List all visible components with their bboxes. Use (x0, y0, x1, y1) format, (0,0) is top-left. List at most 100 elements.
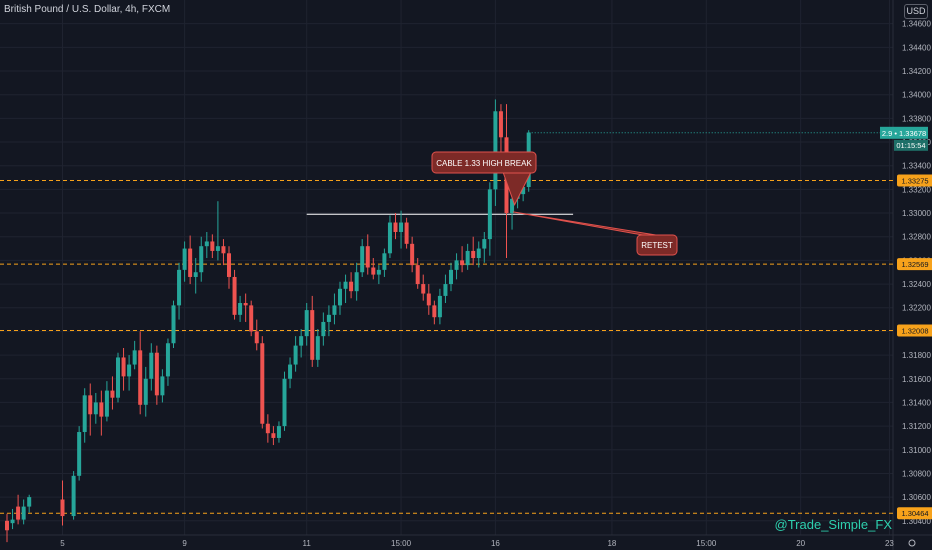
candle-body[interactable] (110, 390, 115, 398)
candle-body[interactable] (510, 198, 515, 214)
candle-body[interactable] (465, 250, 470, 266)
candle-body[interactable] (21, 506, 26, 520)
candle-body[interactable] (121, 357, 126, 377)
candle-body[interactable] (149, 352, 154, 379)
candle-body[interactable] (471, 250, 476, 259)
candle-body[interactable] (498, 111, 503, 138)
time-tick-label: 18 (607, 539, 616, 548)
candle-body[interactable] (165, 343, 170, 377)
candle-body[interactable] (432, 305, 437, 318)
candle-body[interactable] (487, 189, 492, 240)
candle-body[interactable] (143, 378, 148, 405)
candle-body[interactable] (426, 293, 431, 306)
candle-body[interactable] (449, 269, 453, 285)
candle-body[interactable] (10, 519, 15, 524)
candle-body[interactable] (454, 260, 459, 270)
candle-body[interactable] (132, 350, 137, 365)
candle-body[interactable] (71, 475, 76, 517)
candle-body[interactable] (254, 331, 259, 344)
level-price-label: 1.32569 (901, 260, 928, 269)
candle-body[interactable] (387, 222, 392, 254)
candle-body[interactable] (288, 364, 293, 379)
candle-body[interactable] (349, 281, 354, 292)
candle-body[interactable] (437, 295, 442, 318)
candle-body[interactable] (116, 357, 120, 398)
candle-body[interactable] (521, 187, 526, 195)
currency-button[interactable]: USD (904, 4, 928, 19)
candle-body[interactable] (16, 506, 21, 520)
candle-body[interactable] (77, 432, 82, 476)
candle-body[interactable] (415, 265, 420, 285)
candle-body[interactable] (265, 423, 270, 434)
candle-body[interactable] (260, 343, 265, 424)
candle-body[interactable] (271, 433, 276, 438)
candle-body[interactable] (338, 288, 342, 306)
candle-body[interactable] (326, 314, 331, 322)
candle-body[interactable] (282, 378, 287, 427)
candle-body[interactable] (393, 222, 398, 232)
candle-body[interactable] (138, 350, 143, 405)
candle-body[interactable] (210, 241, 215, 251)
candle-body[interactable] (460, 260, 465, 266)
candle-body[interactable] (249, 305, 254, 332)
price-tick-label: 1.33200 (902, 185, 931, 194)
candle-body[interactable] (493, 111, 498, 190)
candle-body[interactable] (104, 390, 109, 417)
candle-body[interactable] (410, 243, 415, 266)
settings-icon[interactable] (908, 539, 916, 547)
candle-body[interactable] (404, 222, 409, 244)
candle-body[interactable] (154, 352, 159, 396)
candle-body[interactable] (443, 284, 448, 296)
candle-body[interactable] (99, 402, 104, 417)
candle-body[interactable] (88, 395, 93, 415)
candle-body[interactable] (482, 239, 487, 249)
candle-body[interactable] (476, 248, 481, 259)
candle-body[interactable] (160, 376, 165, 396)
candle-body[interactable] (365, 246, 370, 268)
annotation-text-retest: RETEST (641, 241, 673, 250)
price-tick-label: 1.32200 (902, 304, 931, 313)
candle-body[interactable] (276, 426, 281, 438)
level-price-label: 1.33275 (901, 177, 928, 186)
candle-body[interactable] (421, 284, 426, 294)
candle-body[interactable] (193, 272, 198, 277)
candle-body[interactable] (371, 267, 376, 275)
level-price-label: 1.30464 (901, 509, 928, 518)
candle-body[interactable] (188, 248, 193, 277)
candle-body[interactable] (321, 321, 326, 337)
time-tick-label: 9 (182, 539, 187, 548)
candle-body[interactable] (204, 241, 209, 247)
candle-body[interactable] (93, 402, 98, 415)
candle-body[interactable] (293, 345, 298, 365)
candle-body[interactable] (299, 336, 304, 346)
candle-body[interactable] (332, 305, 337, 315)
candle-body[interactable] (215, 246, 220, 251)
level-price-tag (897, 174, 932, 187)
candle-body[interactable] (243, 303, 248, 306)
candle-body[interactable] (127, 364, 132, 377)
candle-body[interactable] (182, 248, 187, 270)
candle-body[interactable] (304, 310, 309, 337)
candle-body[interactable] (343, 281, 348, 289)
level-price-tag (897, 507, 932, 520)
candle-body[interactable] (227, 253, 231, 277)
candle-body[interactable] (27, 497, 32, 507)
candle-body[interactable] (354, 272, 359, 292)
candle-body[interactable] (238, 303, 243, 315)
candle-body[interactable] (177, 269, 182, 306)
candle-body[interactable] (360, 246, 365, 273)
candle-body[interactable] (5, 520, 9, 531)
candle-body[interactable] (82, 395, 87, 433)
candle-body[interactable] (199, 246, 204, 273)
countdown-label: 01:15:54 (896, 141, 925, 150)
candle-body[interactable] (376, 269, 381, 275)
candle-body[interactable] (171, 305, 176, 344)
candle-body[interactable] (221, 246, 226, 254)
candle-body[interactable] (382, 253, 387, 270)
candle-body[interactable] (315, 336, 320, 360)
candle-body[interactable] (310, 310, 315, 360)
candle-body[interactable] (232, 276, 237, 315)
candle-body[interactable] (60, 499, 65, 517)
candle-body[interactable] (399, 222, 404, 232)
